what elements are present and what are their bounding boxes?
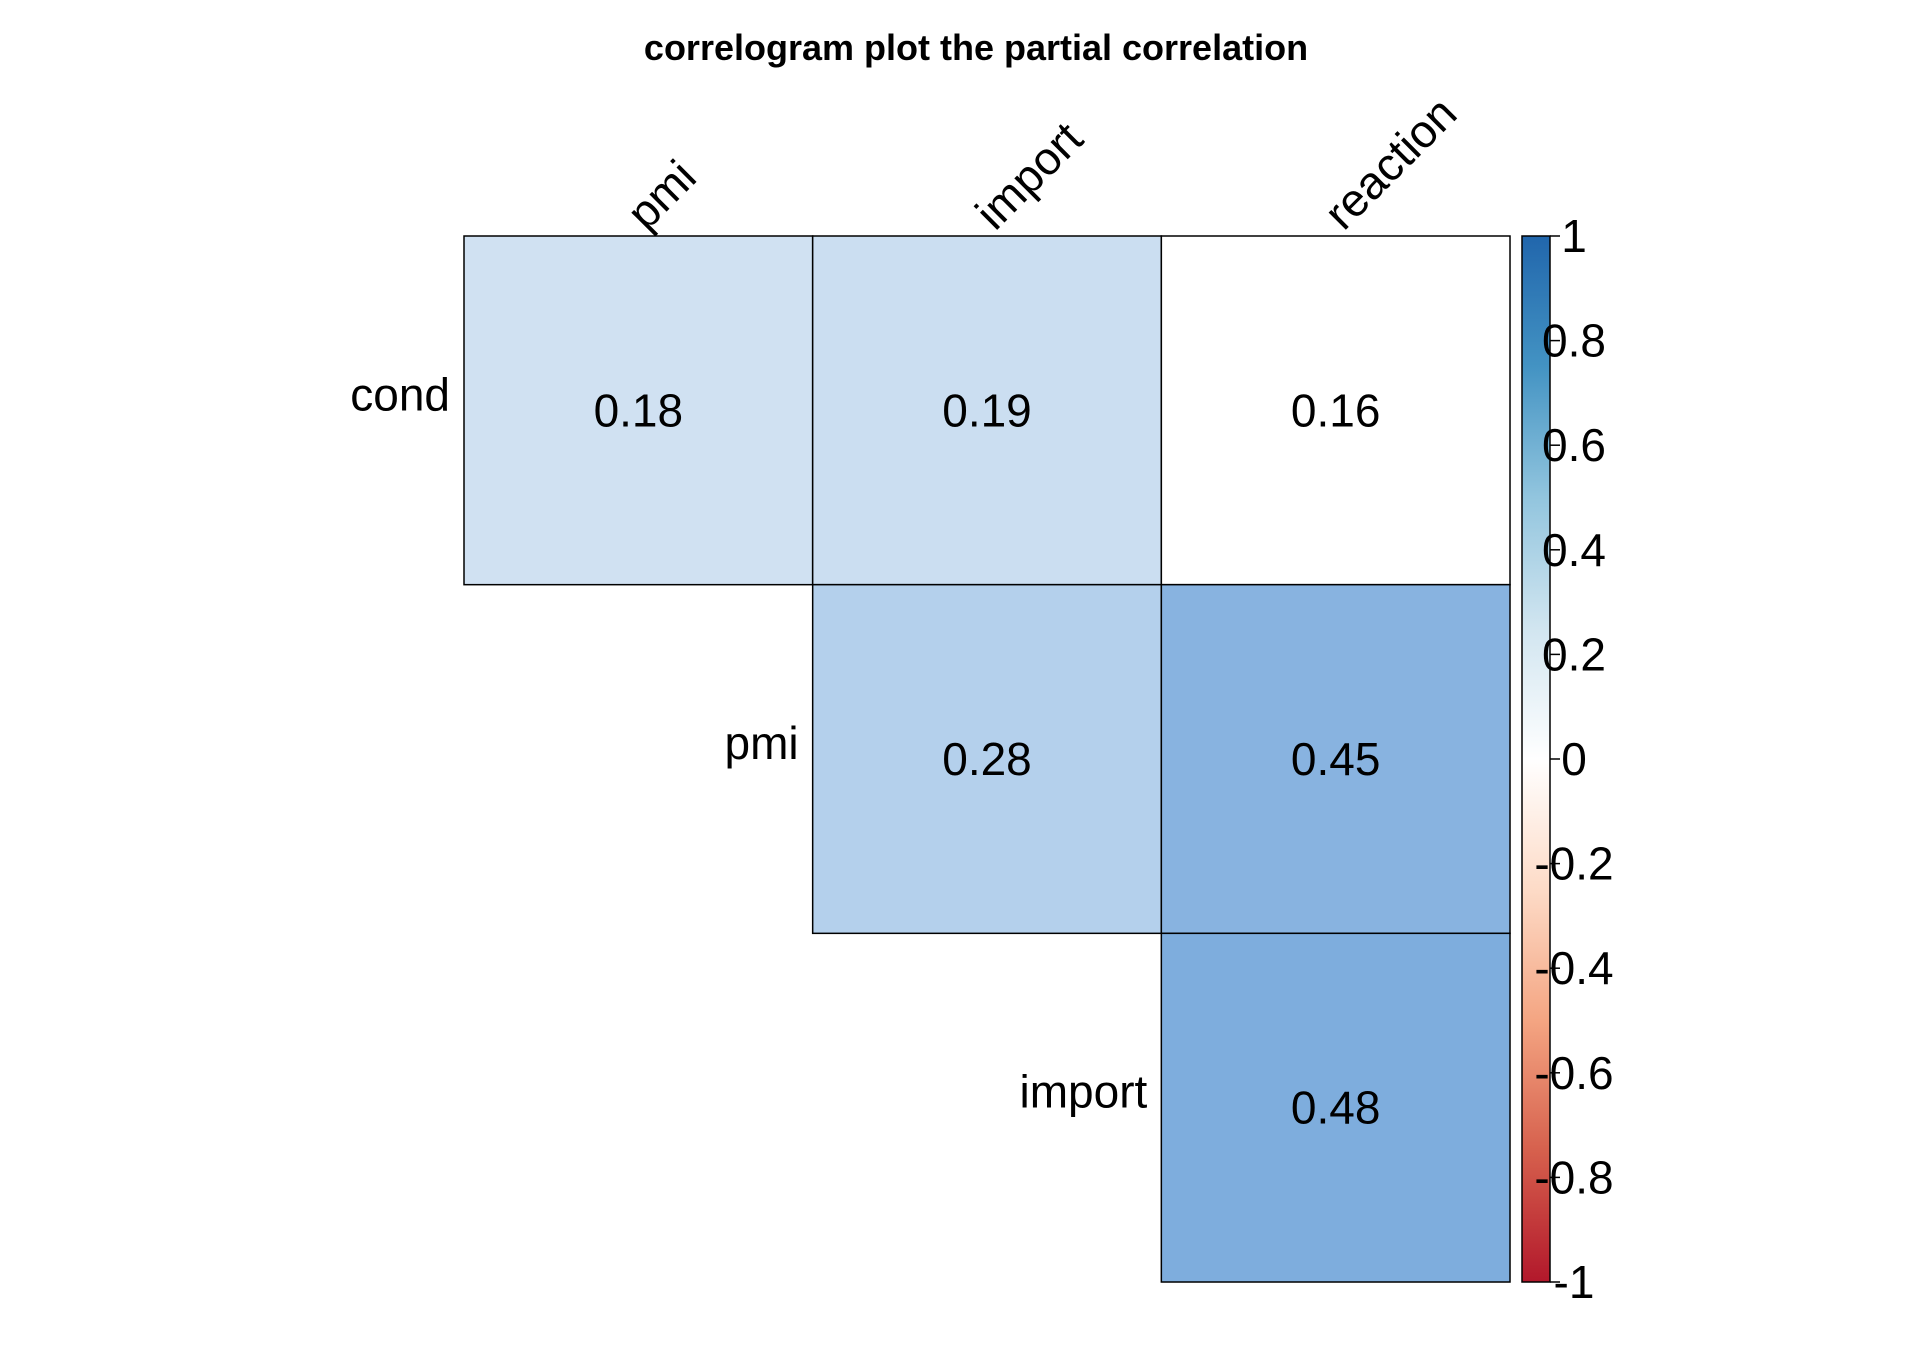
heatmap-cell — [1160, 583, 1511, 935]
colorbar-tick-label: 0 — [1561, 733, 1587, 785]
colorbar-tick-label: -1 — [1554, 1256, 1595, 1308]
cell-value-label: 0.28 — [942, 733, 1032, 785]
heatmap-cell — [463, 235, 814, 586]
colorbar-tick-label: 0.4 — [1542, 524, 1606, 576]
column-label: reaction — [1314, 87, 1466, 239]
heatmap-cell — [811, 583, 1163, 935]
colorbar-tick-label: 0.8 — [1542, 315, 1606, 367]
cell-value-label: 0.48 — [1291, 1082, 1381, 1134]
cell-value-label: 0.19 — [942, 384, 1032, 436]
heatmap-cell — [811, 235, 1163, 586]
colorbar-tick-label: -0.4 — [1534, 942, 1613, 994]
colorbar-tick-label: 1 — [1561, 210, 1587, 262]
cells-layer: 0.18 0.19 0.16 0.28 0.45 0.48 — [463, 235, 1511, 1283]
colorbar-gradient — [1521, 235, 1551, 1283]
heatmap-cell — [1160, 932, 1511, 1283]
heatmap-cell — [1160, 235, 1511, 586]
row-label: pmi — [725, 717, 799, 769]
colorbar-tick-label: 0.6 — [1542, 419, 1606, 471]
colorbar-tick-label: -0.6 — [1534, 1047, 1613, 1099]
cell-value-label: 0.45 — [1291, 733, 1381, 785]
column-label: import — [965, 112, 1092, 239]
colorbar: 1 0.8 0.6 0.4 0.2 0 -0.2 -0.4 -0.6 -0.8 -1 — [1521, 210, 1614, 1308]
column-label: pmi — [617, 150, 706, 239]
colorbar-tick-label: -0.8 — [1534, 1151, 1613, 1203]
row-label: import — [1020, 1066, 1148, 1118]
chart-title: correlogram plot the partial correlation — [644, 27, 1308, 68]
cell-value-label: 0.18 — [594, 384, 684, 436]
cell-value-label: 0.16 — [1291, 384, 1381, 436]
row-label: cond — [350, 368, 450, 420]
colorbar-tick-label: -0.2 — [1534, 838, 1613, 890]
colorbar-tick-label: 0.2 — [1542, 628, 1606, 680]
